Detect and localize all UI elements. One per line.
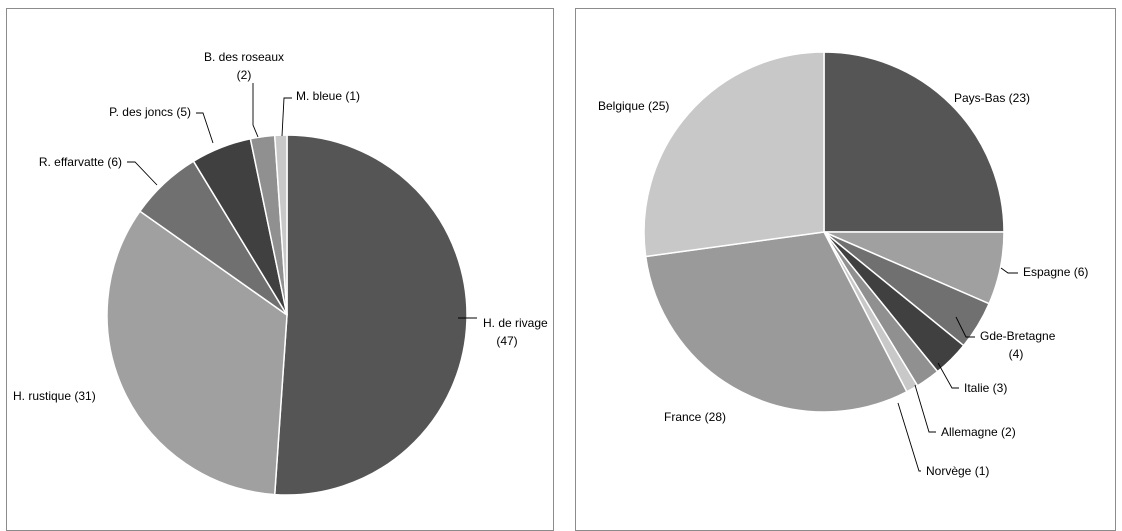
pie-slice-france (644, 231, 908, 413)
leader-line-espagne (1000, 267, 1018, 274)
data-label-h-de-rivage: H. de rivage (483, 316, 548, 330)
data-label-h-rustique: H. rustique (31) (13, 389, 96, 403)
data-label-value-h-de-rivage: (47) (496, 334, 517, 348)
leader-line-italie (937, 362, 959, 389)
leader-line-p-des-joncs (196, 112, 214, 144)
pie-labels: Pays-Bas (23) Espagne (6) Gde-Bretagne (4) I… (598, 91, 1088, 478)
pie-slices (106, 134, 468, 496)
data-label-b-des-roseaux: B. des roseaux (204, 50, 284, 64)
pie-chart-species: H. de rivage (47) H. rustique (31) R. effar… (13, 50, 548, 496)
leader-line-gde-bretagne (955, 316, 975, 338)
pie-slice-pays-bas (823, 51, 1005, 233)
pie-slice-belgique (643, 51, 825, 258)
data-label-allemagne: Allemagne (2) (941, 425, 1016, 439)
data-label-p-des-joncs: P. des joncs (5) (109, 105, 191, 119)
data-label-norvege: Norvège (1) (926, 464, 989, 478)
data-label-value-b-des-roseaux: (2) (237, 68, 252, 82)
pie-labels: H. de rivage (47) H. rustique (31) R. effar… (13, 50, 548, 403)
leader-line-norvege (897, 402, 921, 472)
data-label-value-gde-bretagne: (4) (1009, 347, 1024, 361)
leader-line-r-effarvatte (127, 161, 158, 186)
data-label-pays-bas: Pays-Bas (23) (954, 91, 1030, 105)
leader-line-allemagne (914, 384, 936, 433)
pie-slices (643, 51, 1005, 413)
data-label-m-bleue: M. bleue (1) (296, 89, 360, 103)
data-label-italie: Italie (3) (964, 381, 1007, 395)
data-label-espagne: Espagne (6) (1023, 265, 1088, 279)
pie-slice-m-bleue (273, 134, 288, 316)
pie-slice-h-de-rivage (273, 134, 468, 496)
pie-chart-species-panel: H. de rivage (47) H. rustique (31) R. effar… (6, 8, 554, 531)
leader-line-b-des-roseaux (252, 83, 259, 138)
pie-slice-h-rustique (106, 210, 288, 496)
data-label-r-effarvatte: R. effarvatte (6) (39, 155, 122, 169)
leader-line-m-bleue (281, 97, 292, 137)
data-label-belgique: Belgique (25) (598, 99, 669, 113)
pie-chart-countries: Pays-Bas (23) Espagne (6) Gde-Bretagne (4) I… (598, 51, 1088, 478)
data-label-gde-bretagne: Gde-Bretagne (980, 329, 1056, 343)
data-label-france: France (28) (664, 410, 726, 424)
pie-chart-countries-panel: Pays-Bas (23) Espagne (6) Gde-Bretagne (4) I… (575, 8, 1116, 531)
